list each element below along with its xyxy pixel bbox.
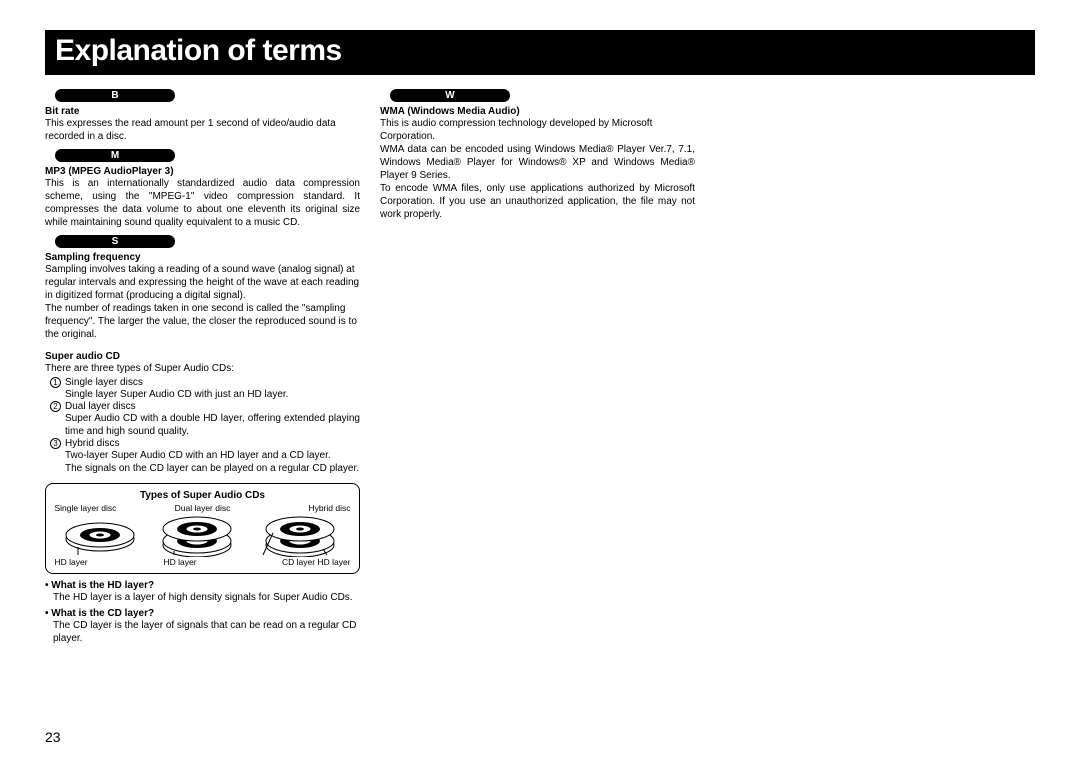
term-mp3: MP3 (MPEG AudioPlayer 3) [45,166,360,177]
registered-icon: ® [454,157,461,168]
registered-icon: ® [606,144,613,155]
wma-d2d: XP and Windows Media [567,157,688,168]
page-number: 23 [45,729,61,745]
registered-icon: ® [688,157,695,168]
page-title: Explanation of terms [55,34,342,67]
wma-d2c: Player for Windows [461,157,559,168]
single-layer-disc-icon [60,515,140,557]
circled-3-icon: 3 [50,438,61,449]
disc-hybrid [255,515,345,557]
term-sacd: Super audio CD [45,351,360,362]
desc-cd-layer: The CD layer is the layer of signals tha… [45,619,360,645]
dual-layer-disc-icon [152,515,242,557]
desc-wma-2: WMA data can be encoded using Windows Me… [380,143,695,182]
hybrid-labels: CD layer HD layer [253,557,351,567]
circled-2-icon: 2 [50,401,61,412]
diagram-header-row: Single layer disc Dual layer disc Hybrid… [54,503,351,513]
term-wma: WMA (Windows Media Audio) [380,106,695,117]
letter-pill-s: S [55,235,175,248]
list-item: 1 Single layer discs [45,377,360,388]
hd-label-1: HD layer [55,557,153,567]
desc-sampling-1: Sampling involves taking a reading of a … [45,263,360,302]
term-bitrate: Bit rate [45,106,360,117]
list-item: 3 Hybrid discs [45,438,360,449]
diagram-layer-labels: HD layer HD layer CD layer HD layer [54,557,351,567]
diagram-col1-label: Single layer disc [55,503,153,513]
cd-label: CD layer [282,557,315,567]
desc-wma-1: This is audio compression technology dev… [380,117,695,143]
letter-pill-m: M [55,149,175,162]
disc-single [60,515,140,557]
hd-label-2: HD layer [154,557,252,567]
sacd-1-desc: Single layer Super Audio CD with just an… [45,388,360,401]
registered-icon: ® [559,157,566,168]
desc-bitrate: This expresses the read amount per 1 sec… [45,117,360,143]
circled-1-icon: 1 [50,377,61,388]
wma-d2e: Player 9 Series. [380,170,451,181]
diagram-col2-label: Dual layer disc [154,503,252,513]
sacd-1-label: Single layer discs [65,377,360,388]
sacd-2-label: Dual layer discs [65,401,360,412]
hybrid-disc-icon [255,515,345,557]
desc-hd-layer: The HD layer is a layer of high density … [45,591,360,604]
disc-dual [152,515,242,557]
desc-wma-3: To encode WMA files, only use applicatio… [380,182,695,221]
diagram-col3-label: Hybrid disc [253,503,351,513]
wma-d2a: WMA data can be encoded using Windows Me… [380,144,606,155]
content-columns: B Bit rate This expresses the read amoun… [45,83,1035,645]
sacd-diagram: Types of Super Audio CDs Single layer di… [45,483,360,574]
sacd-3-desc2: The signals on the CD layer can be playe… [45,462,360,475]
list-item: 2 Dual layer discs [45,401,360,412]
desc-mp3: This is an internationally standardized … [45,177,360,229]
sacd-list: 1 Single layer discs Single layer Super … [45,377,360,475]
diagram-title: Types of Super Audio CDs [54,490,351,501]
letter-pill-b: B [55,89,175,102]
term-sampling: Sampling frequency [45,252,360,263]
column-left: B Bit rate This expresses the read amoun… [45,83,360,645]
page-title-bar: Explanation of terms [45,30,1035,75]
sacd-3-label: Hybrid discs [65,438,360,449]
term-cd-layer: • What is the CD layer? [45,608,360,619]
term-hd-layer: • What is the HD layer? [45,580,360,591]
column-right: W WMA (Windows Media Audio) This is audi… [380,83,695,645]
hd-label-3: HD layer [317,557,350,567]
diagram-disc-row [54,515,351,557]
sacd-2-desc: Super Audio CD with a double HD layer, o… [45,412,360,438]
sacd-3-desc: Two-layer Super Audio CD with an HD laye… [45,449,360,462]
desc-sacd-intro: There are three types of Super Audio CDs… [45,362,360,375]
letter-pill-w: W [390,89,510,102]
desc-sampling-2: The number of readings taken in one seco… [45,302,360,341]
